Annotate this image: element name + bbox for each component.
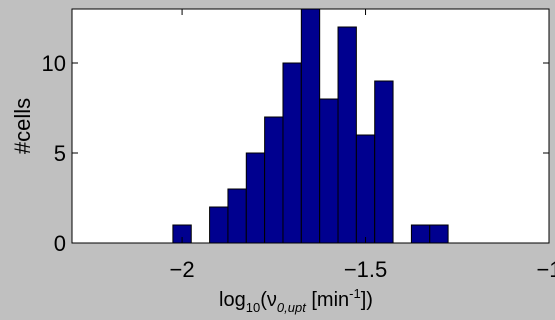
histogram-bar-1 (209, 206, 229, 244)
x-tick-label-1: −1.5 (344, 257, 387, 282)
histogram-bar-10 (374, 80, 394, 244)
x-tick-label-2: −1 (536, 257, 555, 282)
histogram-bar-12 (429, 224, 449, 244)
histogram-bar-8 (337, 26, 357, 244)
histogram-bar-4 (264, 116, 284, 244)
y-axis-label: #cells (10, 98, 35, 154)
axis-ticks: −2 −1.5 −1 0 5 10 (42, 9, 555, 282)
x-tick-label-0: −2 (170, 257, 195, 282)
histogram-bar-3 (245, 152, 266, 244)
histogram-bar-11 (410, 224, 431, 244)
y-tick-label-2: 10 (42, 51, 66, 76)
histogram-bar-9 (355, 134, 376, 244)
histogram-bar-5 (282, 62, 302, 244)
histogram-bar-2 (227, 188, 247, 244)
histogram-bars (172, 8, 449, 244)
plot-frame (71, 8, 550, 244)
y-tick-label-1: 5 (54, 141, 66, 166)
y-tick-label-0: 0 (54, 231, 66, 256)
histogram-bar-7 (319, 98, 339, 244)
histogram-bar-6 (300, 8, 321, 244)
x-axis-label: log10(ν0,upt [min-1]) (219, 286, 373, 315)
